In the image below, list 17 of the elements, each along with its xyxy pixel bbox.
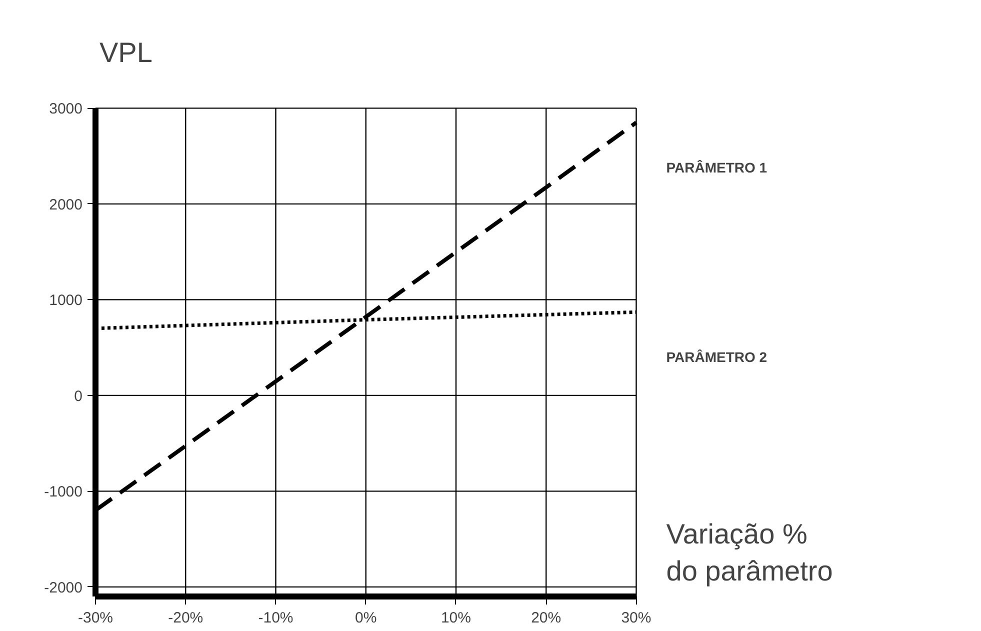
- y-tick-label: 2000: [49, 196, 83, 214]
- x-axis-title: Variação % do parâmetro: [666, 518, 833, 586]
- x-tick-label: -10%: [258, 610, 294, 626]
- x-tick-label: 0%: [355, 610, 377, 626]
- y-tick-label: -1000: [44, 484, 83, 501]
- x-tick-label: 10%: [440, 610, 472, 626]
- text: PARÂMETRO 2: [666, 349, 768, 366]
- text: PARÂMETRO 1: [666, 160, 768, 176]
- y-tick-label: 0: [74, 388, 82, 405]
- y-tick-label: 3000: [49, 100, 83, 118]
- x-tick-label: 30%: [621, 610, 652, 626]
- y-tick-label: 1000: [49, 292, 83, 310]
- x-tick-label: -20%: [168, 610, 204, 626]
- x-tick-label: -30%: [78, 610, 114, 626]
- x-tick-label: 20%: [531, 610, 562, 626]
- y-axis-title: VPL: [100, 37, 152, 68]
- y-tick-label: -2000: [44, 579, 83, 596]
